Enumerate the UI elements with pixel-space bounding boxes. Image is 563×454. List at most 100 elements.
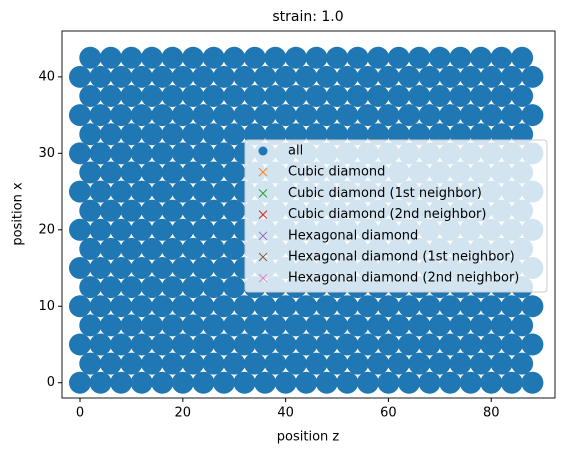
point (223, 352, 246, 375)
point (79, 237, 102, 260)
point (254, 65, 277, 88)
y-tick-label: 30 (38, 146, 55, 161)
point (151, 371, 174, 394)
point (346, 314, 369, 337)
point (192, 104, 215, 127)
point (140, 123, 163, 146)
point (274, 65, 297, 88)
point (161, 46, 184, 69)
point (439, 65, 462, 88)
point (398, 65, 421, 88)
point (511, 46, 534, 69)
point (161, 123, 184, 146)
point (326, 352, 349, 375)
point (110, 180, 133, 203)
point (367, 352, 390, 375)
point (192, 218, 215, 241)
point (89, 180, 112, 203)
point (336, 65, 359, 88)
point (212, 371, 235, 394)
point (223, 161, 246, 184)
point (346, 84, 369, 107)
point (110, 333, 133, 356)
point (377, 104, 400, 127)
point (212, 142, 235, 165)
point (223, 237, 246, 260)
point (408, 46, 431, 69)
point (130, 333, 153, 356)
point (192, 371, 215, 394)
point (171, 104, 194, 127)
point (428, 84, 451, 107)
point (79, 123, 102, 146)
point (367, 314, 390, 337)
point (500, 295, 523, 318)
point (99, 46, 122, 69)
point (387, 84, 410, 107)
point (182, 46, 205, 69)
point (223, 276, 246, 299)
point (192, 180, 215, 203)
x-tick-label: 80 (483, 406, 500, 421)
y-tick-label: 0 (47, 375, 55, 390)
legend-label: Hexagonal diamond (1st neighbor) (288, 250, 515, 265)
y-tick-label: 20 (38, 222, 55, 237)
point (233, 295, 256, 318)
point (243, 84, 266, 107)
point (79, 352, 102, 375)
point (171, 218, 194, 241)
point (223, 314, 246, 337)
point (233, 333, 256, 356)
point (130, 104, 153, 127)
point (469, 314, 492, 337)
point (202, 314, 225, 337)
point (130, 257, 153, 280)
point (336, 371, 359, 394)
point (243, 314, 266, 337)
point (151, 257, 174, 280)
point (151, 218, 174, 241)
point (120, 314, 143, 337)
point (171, 142, 194, 165)
point (99, 276, 122, 299)
point (212, 218, 235, 241)
point (284, 84, 307, 107)
point (151, 180, 174, 203)
point (202, 352, 225, 375)
legend-label: Cubic diamond (2nd neighbor) (288, 207, 486, 222)
point (110, 218, 133, 241)
point (68, 218, 91, 241)
point (89, 142, 112, 165)
point (377, 65, 400, 88)
point (305, 314, 328, 337)
point (346, 46, 369, 69)
point (99, 84, 122, 107)
point (326, 84, 349, 107)
point (295, 371, 318, 394)
point (418, 295, 441, 318)
point (511, 314, 534, 337)
point (336, 333, 359, 356)
legend-label: Cubic diamond (288, 165, 385, 180)
point (346, 352, 369, 375)
point (130, 371, 153, 394)
point (295, 104, 318, 127)
point (202, 276, 225, 299)
point (490, 84, 513, 107)
point (336, 295, 359, 318)
point (490, 46, 513, 69)
point (469, 84, 492, 107)
point (68, 180, 91, 203)
x-tick-label: 60 (380, 406, 397, 421)
point (130, 295, 153, 318)
point (192, 257, 215, 280)
point (254, 104, 277, 127)
point (439, 104, 462, 127)
point (428, 352, 451, 375)
point (212, 295, 235, 318)
point (295, 295, 318, 318)
point (243, 352, 266, 375)
point (161, 314, 184, 337)
x-tick-label: 40 (277, 406, 294, 421)
